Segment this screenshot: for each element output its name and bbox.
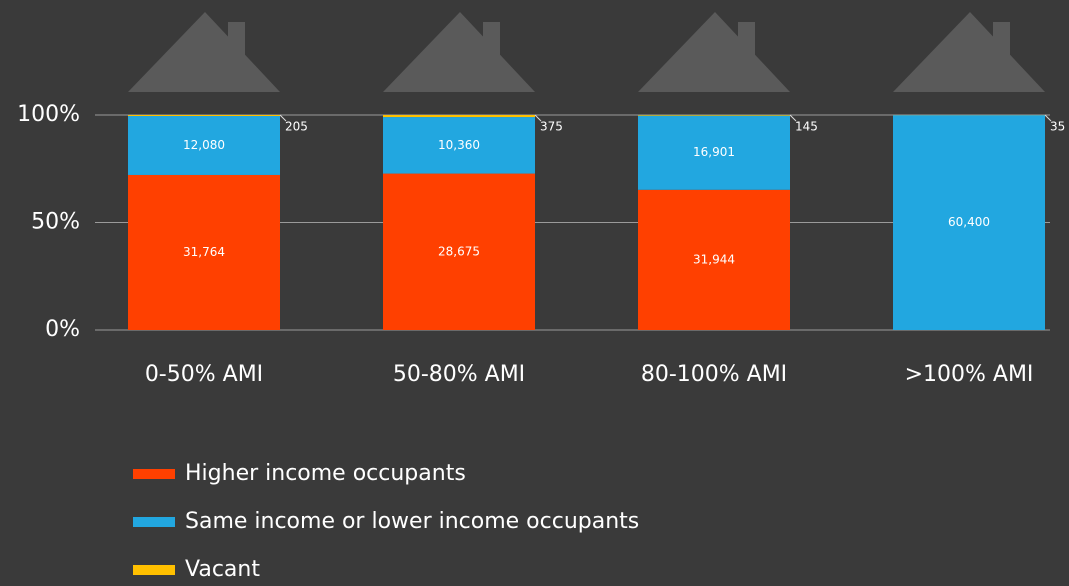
house-roof xyxy=(638,12,790,92)
data-label: 375 xyxy=(540,120,563,134)
bar-segment xyxy=(128,116,280,175)
leader-line xyxy=(789,114,797,122)
leader-line xyxy=(534,114,542,122)
data-label: 31,764 xyxy=(183,245,225,259)
bar-segment xyxy=(383,117,535,174)
data-label: 16,901 xyxy=(693,145,735,159)
y-tick-label: 50% xyxy=(31,210,80,235)
bar-segment xyxy=(128,115,280,117)
data-label: 28,675 xyxy=(438,244,480,258)
house-chimney xyxy=(738,22,755,62)
data-label: 205 xyxy=(285,120,308,134)
house-roof xyxy=(383,12,535,92)
data-label: 10,360 xyxy=(438,138,480,152)
bar-segment xyxy=(638,115,790,190)
legend-swatch xyxy=(133,469,175,479)
leader-line xyxy=(279,114,287,122)
leader-line xyxy=(1044,114,1052,122)
legend-label: Vacant xyxy=(185,557,260,582)
legend-label: Higher income occupants xyxy=(185,461,466,486)
data-label: 145 xyxy=(795,120,818,134)
x-tick-label: 80-100% AMI xyxy=(641,362,787,387)
legend-swatch xyxy=(133,517,175,527)
legend-swatch xyxy=(133,565,175,575)
y-tick-label: 0% xyxy=(45,317,80,342)
x-tick-label: 0-50% AMI xyxy=(145,362,263,387)
data-label: 31,944 xyxy=(693,252,735,266)
bar-segment xyxy=(893,115,1045,330)
house-chimney xyxy=(993,22,1010,62)
legend-label: Same income or lower income occupants xyxy=(185,509,639,534)
bar-segment xyxy=(638,189,790,330)
x-tick-label: >100% AMI xyxy=(905,362,1034,387)
bar-segment xyxy=(638,115,790,116)
bar-segment xyxy=(128,174,280,330)
house-roof xyxy=(893,12,1045,92)
data-label: 12,080 xyxy=(183,138,225,152)
y-tick-label: 100% xyxy=(17,102,80,127)
bar-segment xyxy=(383,115,535,118)
data-label: 35 xyxy=(1050,120,1065,134)
x-tick-label: 50-80% AMI xyxy=(393,362,525,387)
bar-segment xyxy=(383,173,535,330)
house-chimney xyxy=(483,22,500,62)
house-chimney xyxy=(228,22,245,62)
house-roof xyxy=(128,12,280,92)
data-label: 60,400 xyxy=(948,215,990,229)
